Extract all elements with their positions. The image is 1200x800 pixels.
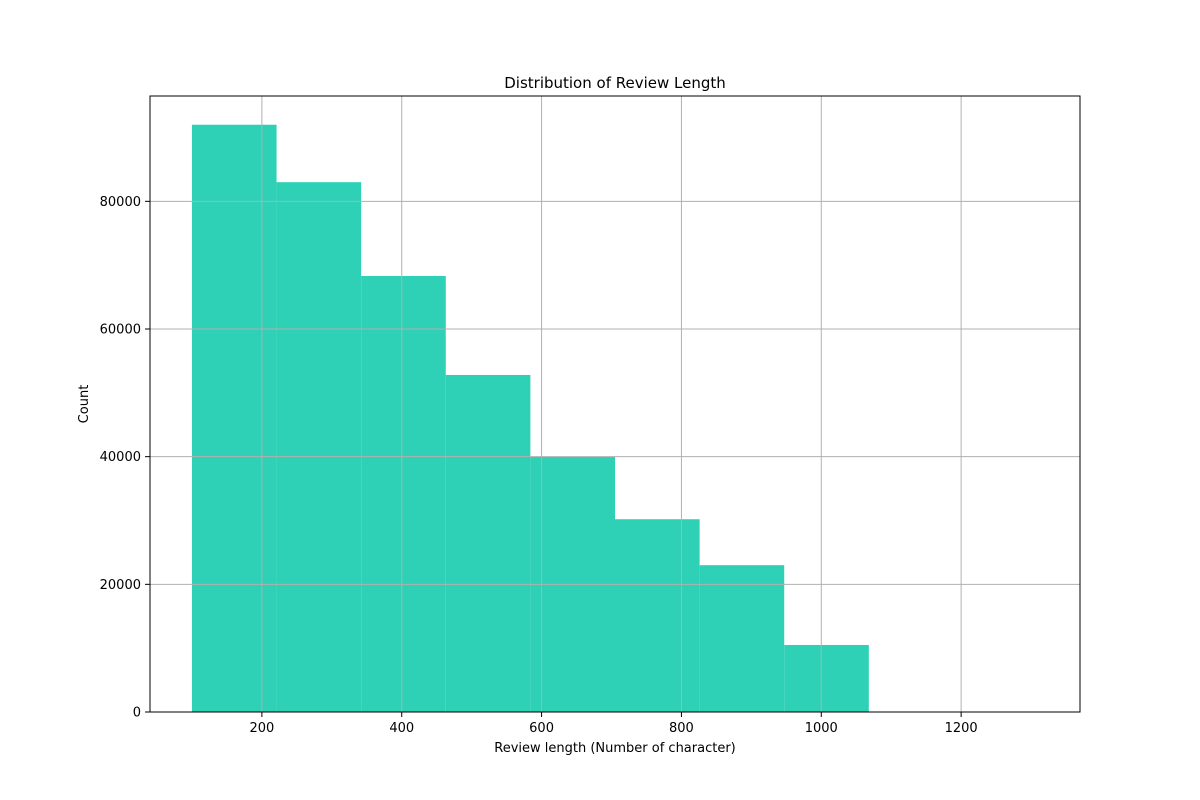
y-axis-label: Count: [77, 385, 92, 424]
histogram-bar: [361, 276, 446, 712]
axes-frame: [149, 95, 1081, 713]
y-tick-label: 0: [133, 706, 141, 721]
x-axis-label: Review length (Number of character): [494, 741, 736, 756]
chart-title: Distribution of Review Length: [504, 74, 726, 92]
y-tick-label: 80000: [100, 195, 141, 210]
histogram-bar: [615, 519, 700, 712]
y-tick-label: 40000: [100, 450, 141, 465]
x-tick-label: 400: [389, 721, 414, 736]
histogram-bar: [699, 565, 785, 712]
x-tick-label: 600: [529, 721, 554, 736]
x-tick-label: 800: [669, 721, 694, 736]
x-axis-ticks: 200 400 600 800 1000 1200: [249, 712, 978, 736]
histogram-bars: [191, 124, 869, 713]
histogram-bar: [191, 124, 277, 712]
x-tick-label: 1000: [805, 721, 838, 736]
y-axis-ticks: 0 20000 40000 60000 80000: [100, 195, 150, 721]
y-tick-label: 20000: [100, 578, 141, 593]
grid-lines: [150, 96, 1080, 713]
histogram-bar: [276, 182, 362, 713]
x-tick-label: 1200: [945, 721, 978, 736]
histogram-bar: [445, 374, 531, 712]
histogram-bar: [784, 644, 869, 712]
x-tick-label: 200: [249, 721, 274, 736]
y-tick-label: 60000: [100, 322, 141, 337]
